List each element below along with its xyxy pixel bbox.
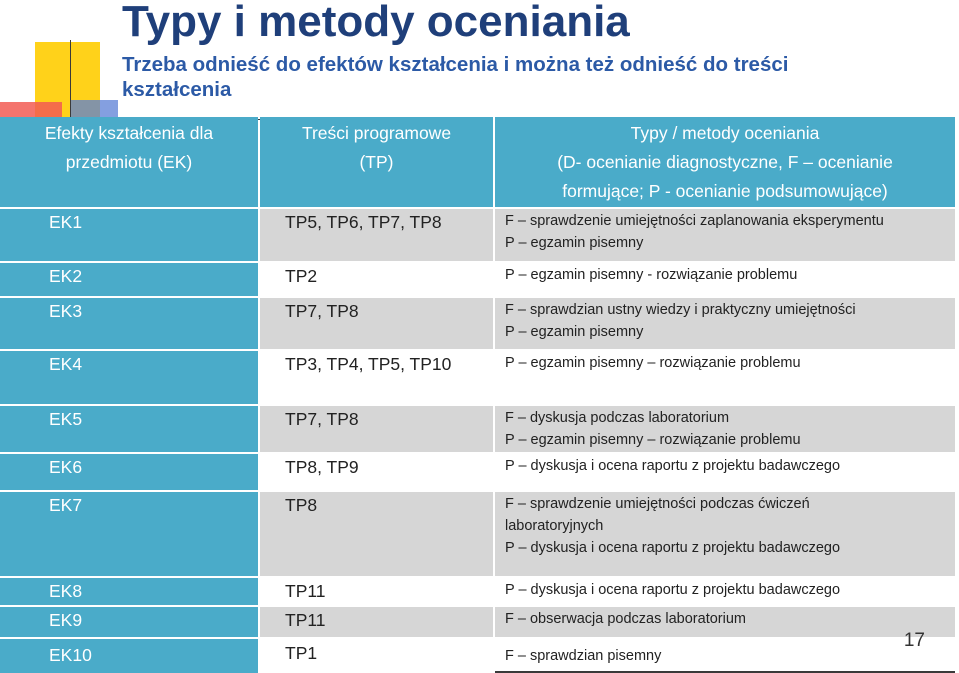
table-row: EK8 TP11 P – dyskusja i ocena raportu z … xyxy=(0,578,955,605)
method-line: P – dyskusja i ocena raportu z projektu … xyxy=(505,582,841,598)
table-row: EK10 TP1 F – sprawdzian pisemny xyxy=(0,639,955,673)
method-line: F – sprawdzian pisemny xyxy=(505,648,662,664)
header-line: (TP) xyxy=(359,152,394,172)
method-line: P – egzamin pisemny - rozwiązanie proble… xyxy=(505,267,798,283)
method-line: laboratoryjnych xyxy=(505,518,604,534)
page-title: Typy i metody oceniania xyxy=(122,0,630,46)
method-line: P – egzamin pisemny xyxy=(505,324,644,340)
method-line: P – dyskusja i ocena raportu z projektu … xyxy=(505,458,841,474)
header-line: Typy / metody oceniania xyxy=(630,123,820,143)
tp-codes: TP7, TP8 xyxy=(285,409,359,429)
header-line: Efekty kształcenia dla xyxy=(44,123,214,143)
header-cell-ek: Efekty kształcenia dla przedmiotu (EK) xyxy=(0,117,258,207)
header-cell-tp: Treści programowe (TP) xyxy=(260,117,493,207)
page-subtitle: Trzeba odnieść do efektów kształcenia i … xyxy=(122,53,789,101)
tp-codes: TP2 xyxy=(285,266,318,286)
method-line: P – egzamin pisemny – rozwiązanie proble… xyxy=(505,432,801,448)
ek-code: EK10 xyxy=(49,645,92,665)
header-cell-methods: Typy / metody oceniania (D- ocenianie di… xyxy=(495,117,955,207)
tp-codes: TP8, TP9 xyxy=(285,457,359,477)
tp-codes: TP5, TP6, TP7, TP8 xyxy=(285,212,442,232)
table-row: EK9 TP11 F – obserwacja podczas laborato… xyxy=(0,607,955,637)
method-line: P – dyskusja i ocena raportu z projektu … xyxy=(505,540,841,556)
tp-codes: TP8 xyxy=(285,495,318,515)
ek-code: EK4 xyxy=(49,354,83,374)
ek-code: EK3 xyxy=(49,301,83,321)
method-line: F – sprawdzian ustny wiedzy i praktyczny… xyxy=(505,302,856,318)
ek-code: EK8 xyxy=(49,581,83,601)
header-line: (D- ocenianie diagnostyczne, F – ocenian… xyxy=(557,152,893,172)
table-row: EK7 TP8 F – sprawdzenie umiejętności pod… xyxy=(0,492,955,576)
method-line: F – dyskusja podczas laboratorium xyxy=(505,410,730,426)
method-line: F – sprawdzenie umiejętności podczas ćwi… xyxy=(505,496,810,512)
ek-code: EK7 xyxy=(49,495,83,515)
header-line: przedmiotu (EK) xyxy=(65,152,193,172)
ek-code: EK9 xyxy=(49,610,83,630)
ek-code: EK2 xyxy=(49,266,83,286)
method-line: P – egzamin pisemny – rozwiązanie proble… xyxy=(505,355,801,371)
header-line: Treści programowe xyxy=(301,123,452,143)
tp-codes: TP1 xyxy=(285,643,318,663)
ek-code: EK5 xyxy=(49,409,83,429)
decor-vertical-line xyxy=(70,40,71,170)
tp-codes: TP3, TP4, TP5, TP10 xyxy=(285,354,452,374)
ek-code: EK1 xyxy=(49,212,83,232)
table-row: EK1 TP5, TP6, TP7, TP8 F – sprawdzenie u… xyxy=(0,209,955,261)
table-row: EK5 TP7, TP8 F – dyskusja podczas labora… xyxy=(0,406,955,452)
tp-codes: TP7, TP8 xyxy=(285,301,359,321)
ek-code: EK6 xyxy=(49,457,83,477)
header-line: formujące; P - ocenianie podsumowujące) xyxy=(562,181,888,201)
tp-codes: TP11 xyxy=(285,581,326,601)
table-row: EK6 TP8, TP9 P – dyskusja i ocena raport… xyxy=(0,454,955,490)
table-row: EK4 TP3, TP4, TP5, TP10 P – egzamin pise… xyxy=(0,351,955,404)
tp-codes: TP11 xyxy=(285,610,326,630)
method-line: F – sprawdzenie umiejętności zaplanowani… xyxy=(505,213,884,229)
table-row: EK3 TP7, TP8 F – sprawdzian ustny wiedzy… xyxy=(0,298,955,349)
method-line: F – obserwacja podczas laboratorium xyxy=(505,611,746,627)
method-line: P – egzamin pisemny xyxy=(505,235,644,251)
slide-number: 17 xyxy=(903,630,925,651)
table-row: EK2 TP2 P – egzamin pisemny - rozwiązani… xyxy=(0,263,955,296)
